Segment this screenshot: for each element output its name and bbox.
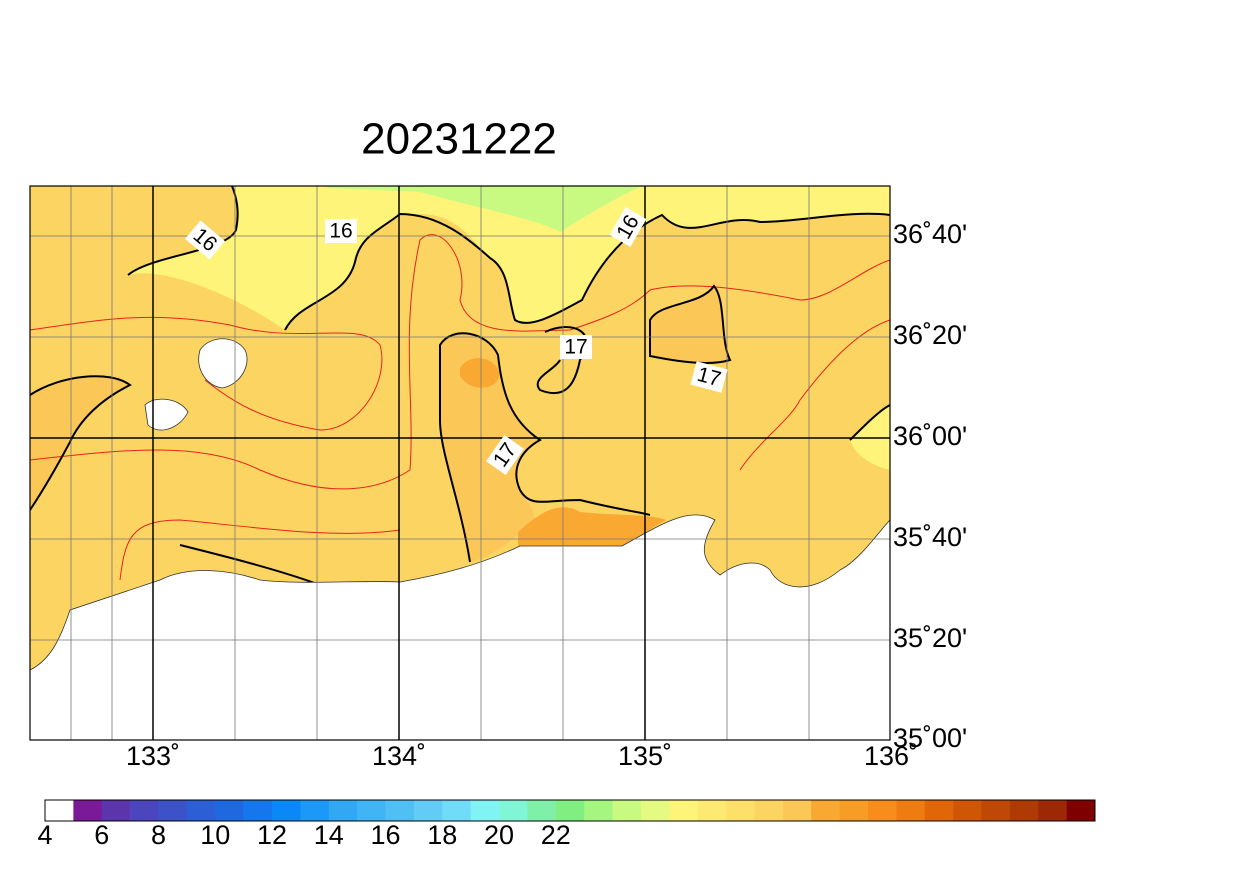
colorbar-segment [186,800,216,821]
colorbar-segment [924,800,954,821]
contour-label: 16 [325,219,357,243]
longitude-label: 133˚ [126,741,180,771]
contour-label: 17 [690,361,728,393]
colorbar-label: 20 [484,820,514,850]
longitude-label: 135˚ [618,741,672,771]
colorbar-segment [45,800,74,821]
cool-region [128,186,890,330]
contour-label-box [325,219,357,243]
colorbar-segment [442,800,471,821]
contour-line [30,375,132,511]
colorbar-segment [130,800,159,821]
colorbar-segment [697,800,727,821]
latitude-label: 35˚20' [893,623,967,653]
land [30,514,890,740]
colorbar-label: 4 [37,820,52,850]
colorbar-segment [470,800,500,821]
map-frame [29,185,891,741]
colorbar-segment [527,800,557,821]
map-area [30,186,890,740]
colorbar-label: 6 [94,820,109,850]
longitude-label: 134˚ [372,741,426,771]
colorbar-label: 14 [314,820,344,850]
colorbar-segment [726,800,755,821]
colorbar-segment [272,800,301,821]
colorbar-label: 22 [541,820,571,850]
contour-line [849,404,890,441]
colorbar-label: 16 [371,820,401,850]
longitude-label: 136˚ [864,741,918,771]
contour-label-box [609,207,647,247]
colorbar-segment [867,800,897,821]
colorbar-segment [158,800,188,821]
contour-label: 17 [560,335,592,359]
colorbar-segment [243,800,273,821]
map-title: 20231222 [361,115,557,164]
colorbar-label: 12 [257,820,287,850]
warm-patch [518,507,666,546]
colorbar-segment [1066,800,1096,821]
red-contour [119,519,401,581]
contour-label-box [485,435,525,475]
colorbar-segment [215,800,244,821]
colorbar-label: 8 [151,820,166,850]
warm-region [650,286,730,363]
colorbar-segment [839,800,869,821]
latitude-label: 35˚40' [893,522,967,552]
contour-label-box [185,220,225,260]
colorbar-segment [1038,800,1067,821]
colorbar-segment [413,800,443,821]
colorbar-segment [328,800,358,821]
colorbar-segment [782,800,812,821]
colorbar-segment [357,800,386,821]
island [144,398,189,431]
graticule [30,186,890,740]
colorbar-label: 10 [200,820,230,850]
colorbar-segment [101,800,131,821]
colorbar-segment [953,800,982,821]
contour-label-text: 16 [329,220,352,243]
red-contour [739,319,890,471]
latitude-label: 36˚20' [893,320,967,350]
red-contour [30,234,890,490]
colorbar-segment [981,800,1011,821]
colorbar-segment [640,800,670,821]
contour-line [649,284,732,364]
colorbar-segment [1009,800,1039,821]
cold-region [320,186,642,232]
contour-label-box [690,361,728,393]
colorbar-label: 18 [427,820,457,850]
colorbar-segment [73,800,103,821]
contour-label-text: 17 [564,336,587,359]
contour-label-box [560,335,592,359]
latitude-label: 36˚00' [893,421,967,451]
contour-line [536,326,588,395]
colorbar-segment [385,800,415,821]
colorbar-segment [896,800,926,821]
warm-patch [460,358,500,388]
colorbar-segment [754,800,784,821]
colorbar-segment [612,800,642,821]
colorbar-segment [669,800,699,821]
latitude-label: 35˚00' [893,723,967,753]
colorbar-segment [300,800,330,821]
warm-region [440,333,540,562]
colorbar-frame [44,799,1096,822]
contour-line [179,544,321,586]
colorbar-segment [584,800,613,821]
contour-line [439,332,651,563]
latitude-label: 36˚40' [893,219,967,249]
red-contour [30,316,383,431]
colorbar-segment [811,800,840,821]
warm-region [30,376,130,510]
contour-line [284,212,890,331]
colorbar-segment [555,800,585,821]
colorbar-segment [499,800,528,821]
